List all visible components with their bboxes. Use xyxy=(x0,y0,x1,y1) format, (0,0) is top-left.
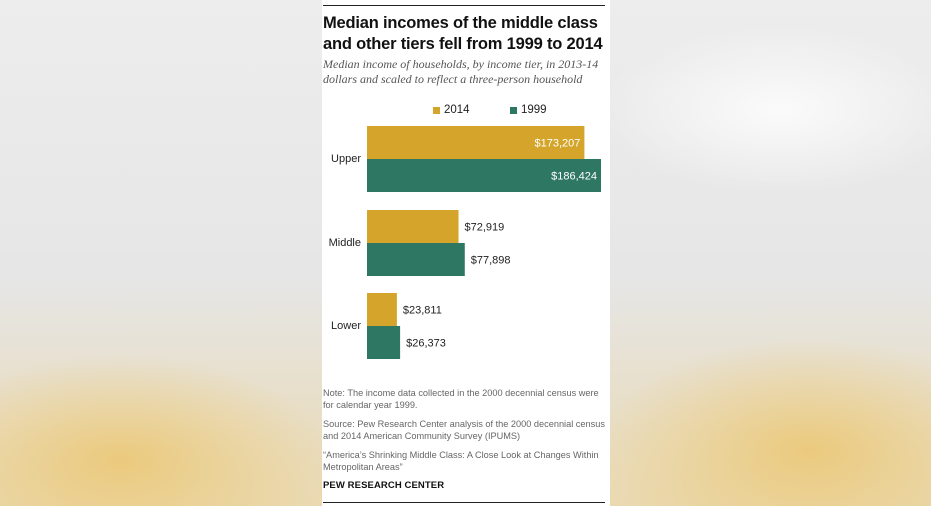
legend-label-2014: 2014 xyxy=(444,104,470,116)
bar-middle-1999 xyxy=(367,243,465,276)
value-label-middle-2014: $72,919 xyxy=(465,222,505,234)
legend-swatch-1999 xyxy=(510,106,517,114)
chart-title: Median incomes of the middle class and o… xyxy=(323,14,603,53)
chart-subtitle: Median income of households, by income t… xyxy=(323,57,599,86)
category-label-lower: Lower xyxy=(331,320,361,332)
legend-swatch-2014 xyxy=(433,106,440,114)
legend-label-1999: 1999 xyxy=(521,104,547,116)
bar-lower-2014 xyxy=(367,293,397,326)
value-label-upper-1999: $186,424 xyxy=(551,171,597,183)
category-label-middle: Middle xyxy=(329,237,361,249)
value-label-lower-2014: $23,811 xyxy=(403,305,442,317)
category-label-upper: Upper xyxy=(331,153,361,165)
report-title-text: “America’s Shrinking Middle Class: A Clo… xyxy=(323,450,599,472)
top-rule xyxy=(323,5,605,6)
pew-research-center-logo: PEW RESEARCH CENTER xyxy=(323,480,445,491)
note-text: Note: The income data collected in the 2… xyxy=(323,388,599,410)
bar-lower-1999 xyxy=(367,326,401,359)
bar-upper-1999 xyxy=(367,159,601,192)
legend-item-2014: 2014 xyxy=(433,104,470,116)
legend-item-1999: 1999 xyxy=(510,104,547,116)
bottom-rule xyxy=(323,502,605,503)
value-label-middle-1999: $77,898 xyxy=(471,255,511,267)
bar-upper-2014 xyxy=(367,126,585,159)
bar-middle-2014 xyxy=(367,210,459,243)
value-label-lower-1999: $26,373 xyxy=(406,338,446,350)
notes-section: Note: The income data collected in the 2… xyxy=(323,387,608,480)
source-text: Source: Pew Research Center analysis of … xyxy=(323,419,605,441)
value-label-upper-2014: $173,207 xyxy=(535,138,581,150)
